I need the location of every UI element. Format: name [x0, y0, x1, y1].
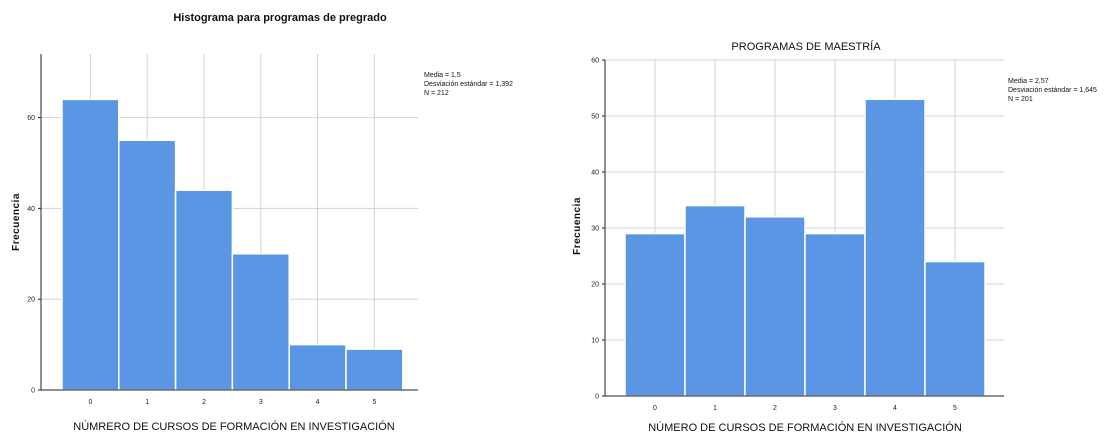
chart-maestria: PROGRAMAS DE MAESTRÍA 0 10 20 30 40 50 60 0 1 2 3…	[572, 40, 1097, 434]
y-tick-label: 60	[27, 115, 35, 122]
bar-1	[684, 204, 746, 397]
y-tick-label: 0	[595, 394, 599, 401]
y-tick-label: 40	[591, 170, 599, 177]
y-tick-label: 10	[591, 338, 599, 345]
y-tick-label: 50	[591, 114, 599, 121]
bar-3	[804, 232, 866, 397]
x-tick-label: 3	[833, 405, 837, 412]
y-tick-label: 30	[591, 226, 599, 233]
bar-0	[61, 98, 120, 391]
x-tick-label: 4	[316, 399, 320, 406]
chart-title: Histograma para programas de pregrado	[173, 12, 387, 24]
chart-title: PROGRAMAS DE MAESTRÍA	[731, 40, 881, 53]
x-tick-labels: 0 1 2 3 4 5	[653, 405, 957, 412]
x-tick-label: 0	[653, 405, 657, 412]
x-tick-labels: 0 1 2 3 4 5	[88, 399, 376, 406]
x-tick-label: 1	[145, 399, 149, 406]
y-tick-label: 20	[591, 282, 599, 289]
y-axis-label: Frecuencia	[572, 197, 583, 255]
y-tick-label: 40	[27, 206, 35, 213]
bar-1	[118, 139, 177, 391]
stats-mean: Media = 1,5	[424, 72, 461, 79]
x-tick-label: 5	[953, 405, 957, 412]
stats-box: Media = 2,57 Desviación estándar = 1,645…	[1008, 78, 1097, 103]
x-tick-label: 2	[773, 405, 777, 412]
y-axis-label: Frecuencia	[11, 193, 22, 251]
y-tick-label: 0	[31, 388, 35, 395]
x-tick-label: 0	[88, 399, 92, 406]
bar-5	[345, 348, 404, 391]
bar-3	[231, 253, 290, 391]
x-axis-label: NÚMRERO DE CURSOS DE FORMACIÓN EN INVEST…	[73, 420, 395, 433]
stats-n: N = 212	[424, 90, 449, 97]
x-tick-label: 4	[893, 405, 897, 412]
chart-pregrado: Histograma para programas de pregrado 0 2…	[11, 12, 513, 433]
x-tick-label: 5	[372, 399, 376, 406]
bar-4	[864, 98, 926, 397]
x-axis-label: NÚMERO DE CURSOS DE FORMACIÓN EN INVESTI…	[648, 421, 962, 434]
x-tick-label: 3	[259, 399, 263, 406]
y-tick-labels: 0 20 40 60	[27, 115, 35, 394]
bars	[624, 98, 986, 397]
stats-mean: Media = 2,57	[1008, 78, 1049, 85]
bars	[61, 98, 404, 391]
x-tick-label: 1	[713, 405, 717, 412]
stats-std: Desviación estándar = 1,392	[424, 81, 513, 88]
stats-n: N = 201	[1008, 96, 1033, 103]
x-tick-label: 2	[202, 399, 206, 406]
stats-box: Media = 1,5 Desviación estándar = 1,392 …	[424, 72, 513, 97]
bar-2	[174, 189, 234, 391]
bar-4	[288, 343, 347, 391]
y-tick-label: 20	[27, 297, 35, 304]
bar-5	[924, 260, 986, 397]
bar-2	[744, 216, 806, 397]
y-tick-labels: 0 10 20 30 40 50 60	[591, 58, 599, 401]
bar-0	[624, 232, 686, 397]
stats-std: Desviación estándar = 1,645	[1008, 87, 1097, 94]
y-tick-label: 60	[591, 58, 599, 65]
